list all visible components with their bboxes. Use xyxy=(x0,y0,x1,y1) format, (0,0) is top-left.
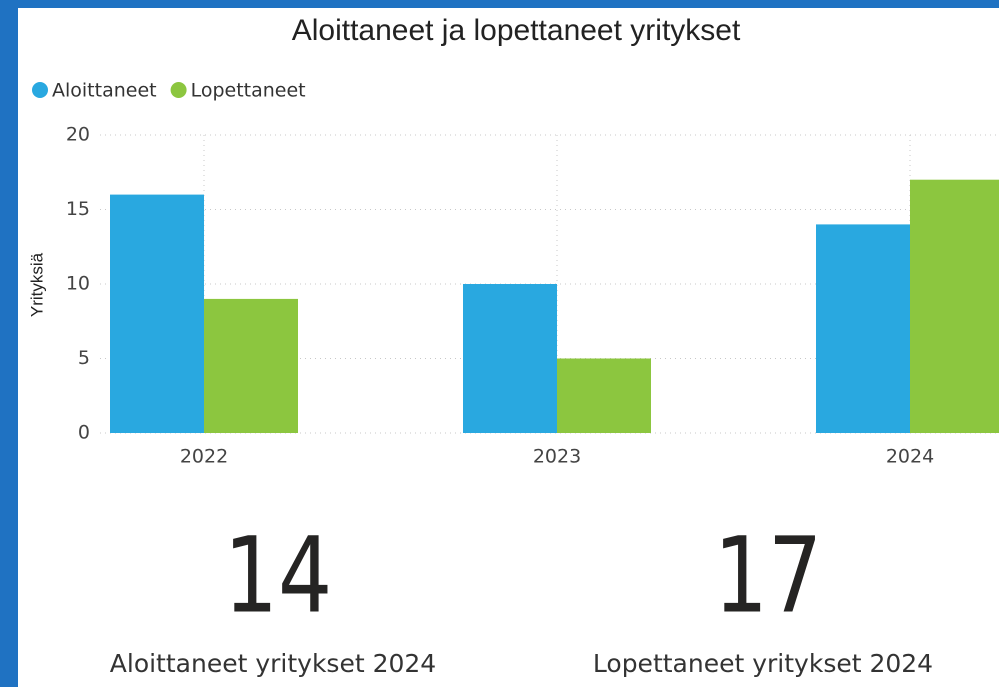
x-tick-label: 2023 xyxy=(533,446,581,468)
bar xyxy=(463,284,557,433)
bar xyxy=(816,224,910,433)
legend-swatch xyxy=(170,82,187,98)
y-tick-label: 15 xyxy=(66,198,90,220)
chart-title: Aloittaneet ja lopettaneet yritykset xyxy=(292,14,741,47)
bar xyxy=(110,194,204,433)
card-label: Aloittaneet yritykset 2024 xyxy=(110,649,436,678)
bar xyxy=(204,298,298,433)
y-tick-label: 0 xyxy=(78,422,90,444)
x-tick-label: 2024 xyxy=(886,446,934,468)
card-value: 14 xyxy=(224,516,333,636)
bar xyxy=(910,179,999,433)
card-label: Lopettaneet yritykset 2024 xyxy=(593,649,933,678)
legend-label: Aloittaneet xyxy=(52,80,157,102)
y-axis-label: Yrityksiä xyxy=(27,252,46,317)
y-tick-label: 20 xyxy=(66,124,90,146)
bar xyxy=(557,358,651,433)
y-tick-label: 10 xyxy=(66,273,90,295)
card-value: 17 xyxy=(714,516,823,636)
legend-swatch xyxy=(32,82,48,98)
y-tick-label: 5 xyxy=(78,347,90,369)
x-tick-label: 2022 xyxy=(180,446,228,468)
legend-label: Lopettaneet xyxy=(191,80,306,102)
